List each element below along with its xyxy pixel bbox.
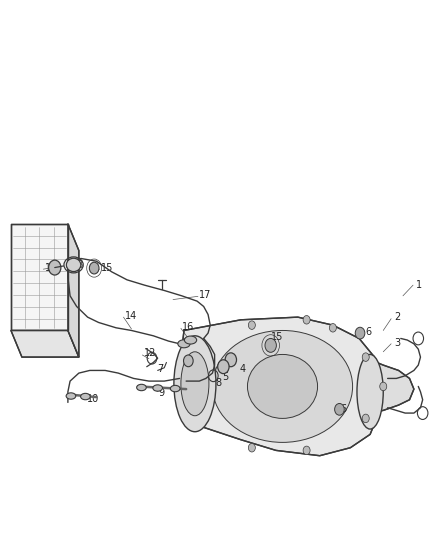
Text: 16: 16 <box>182 322 194 332</box>
Text: 14: 14 <box>125 311 137 320</box>
Text: 17: 17 <box>199 290 212 300</box>
Text: 6: 6 <box>366 327 372 337</box>
Text: 19: 19 <box>45 263 57 273</box>
Polygon shape <box>11 224 68 330</box>
Text: 15: 15 <box>271 333 283 342</box>
Text: 10: 10 <box>87 394 99 403</box>
Polygon shape <box>68 224 79 357</box>
Ellipse shape <box>357 354 383 429</box>
Text: 9: 9 <box>159 388 165 398</box>
Circle shape <box>303 446 310 455</box>
Circle shape <box>335 403 344 415</box>
Polygon shape <box>370 360 414 413</box>
Text: 6: 6 <box>341 405 347 414</box>
Text: 18: 18 <box>72 261 85 270</box>
Ellipse shape <box>170 385 180 392</box>
Ellipse shape <box>67 258 81 272</box>
Circle shape <box>248 443 255 452</box>
Ellipse shape <box>81 393 90 400</box>
Text: 5: 5 <box>223 373 229 382</box>
Ellipse shape <box>174 336 216 432</box>
Text: 2: 2 <box>394 312 400 322</box>
Ellipse shape <box>137 384 146 391</box>
Text: 4: 4 <box>240 364 246 374</box>
Circle shape <box>49 260 61 275</box>
Text: 11: 11 <box>189 359 201 368</box>
Circle shape <box>362 414 369 423</box>
Ellipse shape <box>247 354 318 418</box>
Circle shape <box>355 327 365 339</box>
Text: 1: 1 <box>416 280 422 290</box>
Ellipse shape <box>66 393 76 399</box>
Circle shape <box>218 360 229 374</box>
Polygon shape <box>180 317 381 456</box>
Text: 13: 13 <box>183 338 195 348</box>
Circle shape <box>248 321 255 329</box>
Text: 8: 8 <box>215 378 222 387</box>
Text: 12: 12 <box>144 349 156 358</box>
Ellipse shape <box>181 352 209 416</box>
Circle shape <box>329 324 336 332</box>
Circle shape <box>89 262 99 274</box>
Ellipse shape <box>184 336 197 344</box>
Circle shape <box>380 382 387 391</box>
Ellipse shape <box>212 330 353 442</box>
Circle shape <box>184 355 193 367</box>
Text: 15: 15 <box>101 263 113 272</box>
Circle shape <box>303 316 310 324</box>
Text: 3: 3 <box>394 338 400 348</box>
Text: 7: 7 <box>157 364 163 374</box>
Circle shape <box>225 353 237 367</box>
Circle shape <box>362 353 369 361</box>
Circle shape <box>265 338 276 352</box>
Ellipse shape <box>178 340 190 348</box>
Ellipse shape <box>153 385 162 391</box>
Polygon shape <box>11 330 79 357</box>
